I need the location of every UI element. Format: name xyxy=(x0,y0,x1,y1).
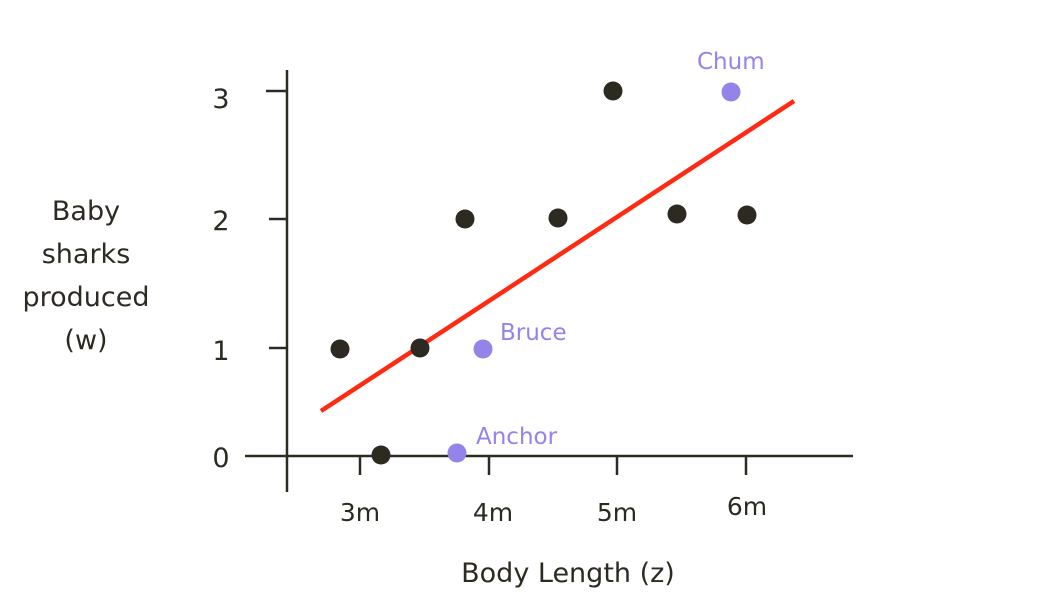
data-point xyxy=(410,338,430,358)
x-tick-label: 6m xyxy=(727,492,767,521)
data-point xyxy=(330,339,350,359)
data-point xyxy=(371,445,391,465)
data-point-chum xyxy=(721,82,741,102)
x-tick-label: 4m xyxy=(473,498,513,527)
data-point xyxy=(548,208,568,228)
y-tick-label: 3 xyxy=(212,84,229,115)
labeled-points xyxy=(447,82,741,463)
y-axis-label-line: (w) xyxy=(64,325,108,356)
x-axis-label: Body Length (z) xyxy=(461,558,675,589)
data-point-bruce xyxy=(473,339,493,359)
data-point-anchor xyxy=(447,443,467,463)
data-point xyxy=(455,209,475,229)
annotation-chum: Chum xyxy=(697,49,765,75)
x-tick-label: 3m xyxy=(340,498,380,527)
y-axis-label-line: Baby xyxy=(51,196,121,227)
annotation-anchor: Anchor xyxy=(476,424,558,450)
regression-line xyxy=(319,99,796,413)
y-tick-label: 1 xyxy=(212,336,229,367)
data-point xyxy=(603,81,623,101)
x-ticks xyxy=(358,456,748,475)
y-tick-label: 0 xyxy=(212,443,229,474)
x-tick-label: 5m xyxy=(597,498,637,527)
data-point xyxy=(737,205,757,225)
annotation-bruce: Bruce xyxy=(500,320,567,346)
data-point xyxy=(667,204,687,224)
y-ticks xyxy=(266,89,287,350)
y-axis-label: Baby sharks produced (w) xyxy=(0,190,172,362)
y-axis-label-line: produced xyxy=(22,282,150,313)
data-points xyxy=(330,81,757,465)
y-axis-label-line: sharks xyxy=(41,239,131,270)
y-tick-label: 2 xyxy=(212,206,229,237)
